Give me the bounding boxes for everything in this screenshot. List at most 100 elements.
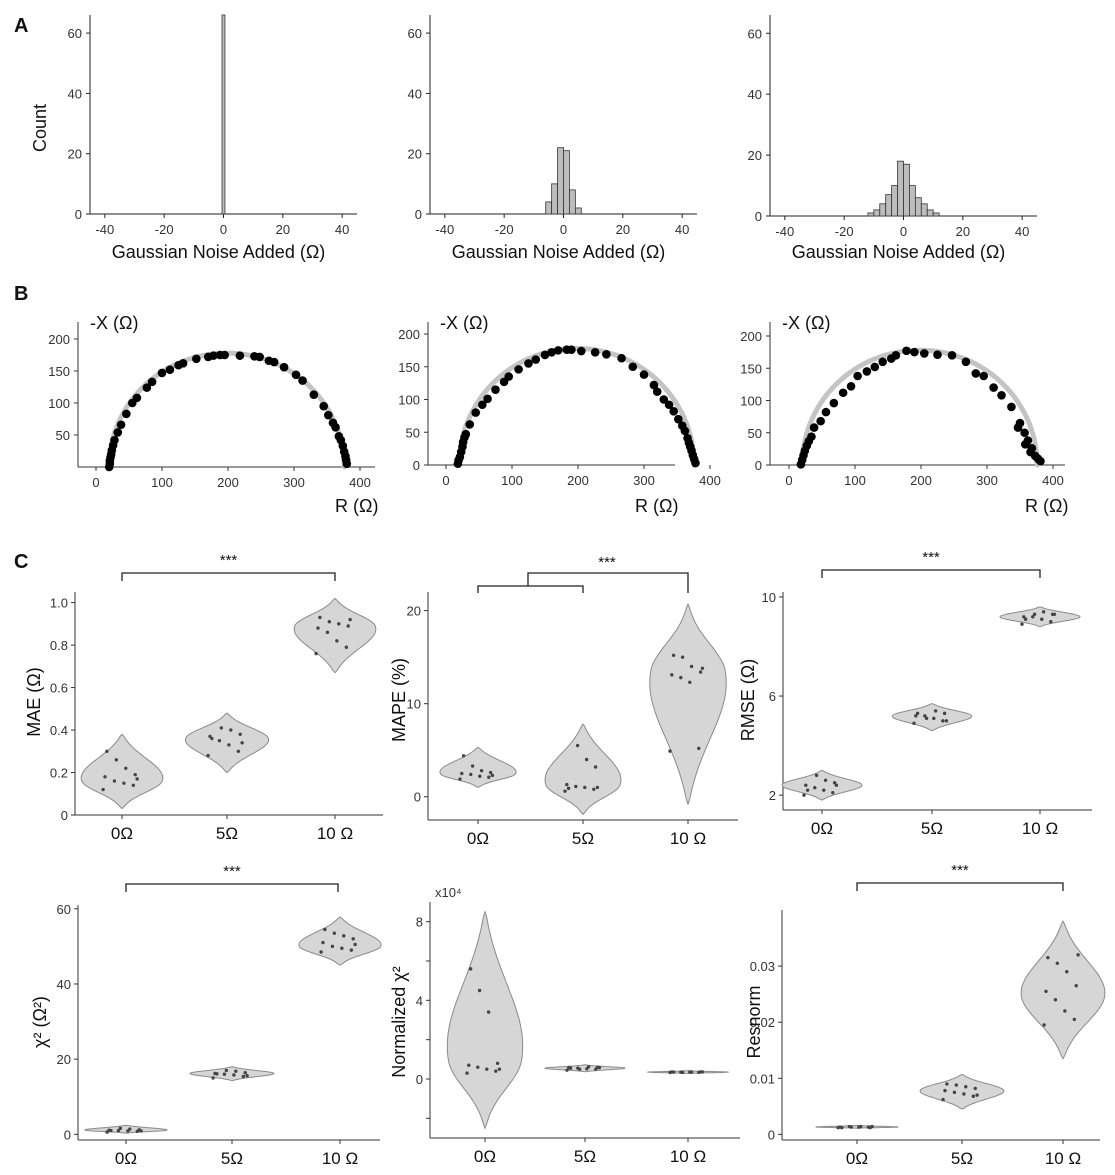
data-point bbox=[147, 377, 157, 387]
data-point bbox=[823, 778, 828, 782]
category-label: 10 Ω bbox=[317, 824, 353, 843]
data-point bbox=[691, 458, 700, 468]
y-tick-label: 0 bbox=[416, 1072, 423, 1087]
y-tick-label: 10 bbox=[407, 697, 421, 712]
data-point bbox=[910, 347, 919, 357]
data-point bbox=[566, 786, 571, 791]
x-tick-label: 300 bbox=[283, 475, 305, 490]
x-tick-label: 20 bbox=[956, 224, 970, 239]
histogram-bar bbox=[879, 203, 887, 217]
y-tick-label: 8 bbox=[416, 915, 423, 930]
panel-letter-a: A bbox=[14, 15, 28, 37]
data-point bbox=[468, 967, 473, 971]
data-point bbox=[912, 721, 916, 725]
category-label: 0Ω bbox=[474, 1147, 496, 1166]
y-tick-label: 40 bbox=[68, 86, 82, 101]
data-point bbox=[914, 714, 918, 718]
data-point bbox=[219, 726, 224, 730]
data-point bbox=[461, 754, 466, 758]
data-point bbox=[335, 639, 339, 643]
x-tick-label: 0 bbox=[900, 224, 907, 239]
data-point bbox=[210, 736, 214, 741]
violin-c2: 0 10 20 0Ω 5Ω 10 Ω MAPE (%) *** bbox=[389, 554, 738, 848]
data-point bbox=[342, 459, 352, 469]
y-tick-label: 200 bbox=[740, 329, 762, 344]
data-point bbox=[804, 783, 808, 787]
y-axis-label: RMSE (Ω) bbox=[738, 659, 758, 741]
category-label: 5Ω bbox=[574, 1147, 596, 1166]
y-tick-label: 40 bbox=[57, 977, 71, 992]
data-point bbox=[348, 617, 352, 622]
data-point bbox=[1052, 612, 1057, 616]
data-point bbox=[1022, 615, 1026, 619]
violin-shape bbox=[189, 1066, 275, 1082]
data-point bbox=[689, 1070, 694, 1074]
data-point bbox=[941, 719, 945, 723]
significance-label: *** bbox=[220, 552, 238, 569]
violin-c5: 0 4 8 0Ω 5Ω 10 Ω Normalized χ² x10⁴ bbox=[389, 885, 740, 1166]
violin-shape bbox=[649, 602, 727, 806]
data-point bbox=[110, 435, 119, 445]
y-tick-label: 40 bbox=[408, 86, 422, 101]
data-point bbox=[628, 362, 638, 372]
y-tick-label: 150 bbox=[398, 360, 420, 375]
data-point bbox=[206, 753, 210, 758]
data-point bbox=[920, 349, 929, 358]
y-tick-label: 6 bbox=[769, 689, 776, 704]
data-point bbox=[941, 1097, 945, 1102]
data-point bbox=[1031, 615, 1035, 619]
data-point bbox=[222, 1072, 227, 1076]
data-point bbox=[1020, 440, 1030, 449]
x-tick-label: 0 bbox=[92, 475, 99, 490]
data-point bbox=[269, 357, 279, 367]
data-point bbox=[1065, 970, 1069, 974]
data-point bbox=[961, 357, 971, 367]
data-point bbox=[1041, 610, 1046, 614]
data-point bbox=[133, 772, 137, 777]
y-tick-label: 0 bbox=[415, 207, 422, 222]
x-tick-label: 100 bbox=[844, 473, 866, 488]
data-point bbox=[870, 362, 880, 372]
data-point bbox=[1032, 612, 1037, 616]
data-point bbox=[118, 1126, 123, 1131]
data-point bbox=[813, 786, 817, 790]
data-point bbox=[243, 1070, 247, 1075]
data-point bbox=[465, 420, 475, 429]
histogram-bar bbox=[551, 183, 558, 215]
violin-shape bbox=[544, 1064, 626, 1073]
x-tick-label: 100 bbox=[151, 475, 173, 490]
data-point bbox=[821, 407, 831, 417]
data-point bbox=[215, 1072, 219, 1076]
data-point bbox=[1074, 984, 1078, 988]
y-tick-label: 150 bbox=[48, 364, 70, 379]
x-tick-label: 0 bbox=[442, 473, 449, 488]
x-tick-label: 200 bbox=[910, 473, 932, 488]
data-point bbox=[240, 741, 244, 745]
histogram-bar bbox=[909, 185, 916, 217]
data-point bbox=[236, 749, 241, 753]
data-point bbox=[832, 781, 837, 785]
data-point bbox=[112, 779, 117, 783]
category-label: 5Ω bbox=[951, 1149, 973, 1168]
data-point bbox=[131, 783, 136, 787]
data-point bbox=[1013, 423, 1023, 432]
x-tick-label: -40 bbox=[435, 222, 454, 237]
y-tick-label: 60 bbox=[68, 26, 82, 41]
data-point bbox=[229, 728, 233, 732]
y-tick-label: 0.2 bbox=[50, 766, 68, 781]
data-point bbox=[942, 711, 947, 716]
data-point bbox=[669, 406, 678, 416]
x-tick-label: -40 bbox=[775, 224, 794, 239]
y-tick-label: 20 bbox=[57, 1052, 71, 1067]
y-tick-label: 4 bbox=[416, 993, 423, 1008]
data-point bbox=[116, 1128, 121, 1133]
data-point bbox=[135, 777, 139, 781]
data-point bbox=[224, 1068, 229, 1073]
data-point bbox=[209, 351, 218, 360]
data-point bbox=[234, 1069, 238, 1073]
y-tick-label: 0.4 bbox=[50, 723, 68, 738]
data-point bbox=[595, 785, 600, 790]
y-tick-label: 60 bbox=[748, 26, 762, 41]
data-point bbox=[483, 394, 492, 404]
data-point bbox=[330, 944, 335, 949]
